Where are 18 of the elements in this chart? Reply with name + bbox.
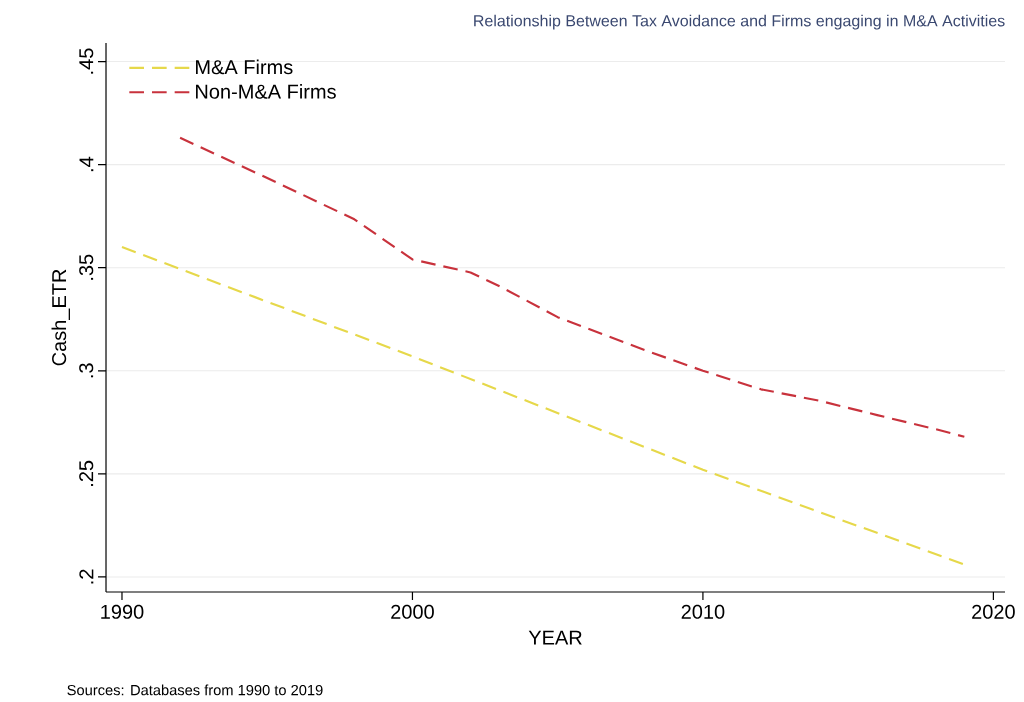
y-tick-label: .45: [79, 48, 94, 74]
y-tick-label: .35: [79, 254, 94, 280]
y-tick-label: .2: [79, 569, 94, 584]
y-tick-label: .4: [79, 156, 94, 172]
x-tick-label: 1990: [101, 604, 144, 619]
y-axis-title: Cash_ETR: [51, 269, 70, 366]
y-tick-label: .3: [79, 363, 94, 378]
line-series: [120, 246, 966, 566]
x-tick-label: 2010: [681, 604, 725, 619]
chart-title: Relationship Between Tax Avoidance and Firms engaging in M&A Activities: [474, 14, 1005, 30]
line-series: [179, 136, 966, 438]
y-tick-label: .25: [79, 460, 94, 486]
legend-label: M&A Firms: [196, 59, 293, 75]
x-axis-title: YEAR: [528, 630, 582, 645]
source-note: Sources: Databases from 1990 to 2019: [67, 684, 323, 696]
x-tick-label: 2020: [972, 604, 1015, 619]
x-tick-label: 2000: [391, 604, 434, 619]
legend-label: Non-M&A Firms: [196, 84, 336, 99]
